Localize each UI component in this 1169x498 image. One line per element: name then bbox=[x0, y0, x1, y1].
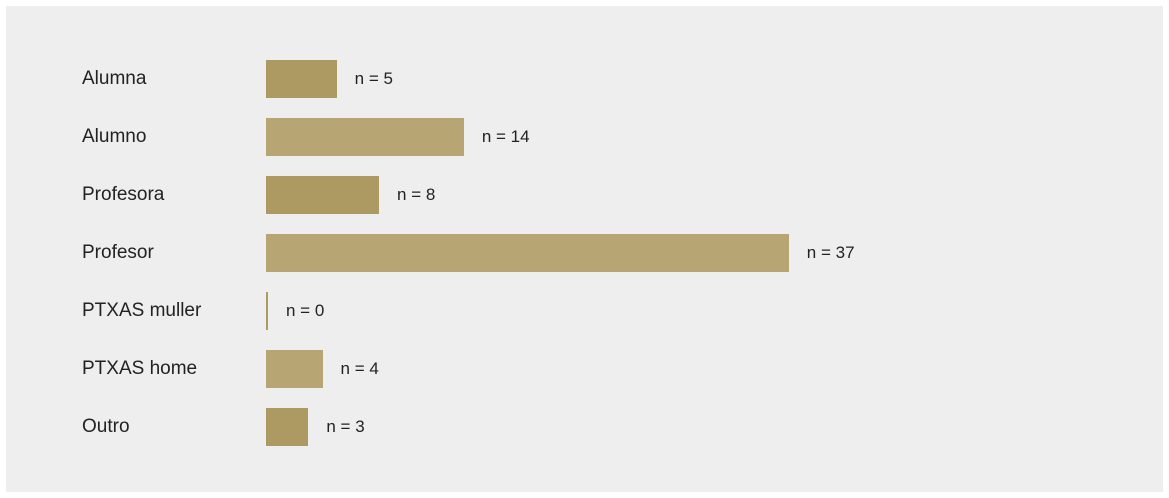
value-label: n = 4 bbox=[340, 359, 379, 378]
value-label: n = 0 bbox=[286, 301, 325, 320]
value-label: n = 3 bbox=[326, 417, 365, 436]
bar bbox=[266, 60, 337, 98]
value-label: n = 14 bbox=[481, 127, 530, 146]
bar bbox=[266, 234, 789, 272]
category-label: Outro bbox=[82, 416, 130, 437]
category-label: PTXAS muller bbox=[82, 300, 202, 321]
bar bbox=[266, 350, 323, 388]
bar bbox=[266, 292, 268, 330]
category-label: Alumno bbox=[82, 126, 147, 147]
bar bbox=[266, 408, 309, 446]
category-label: PTXAS home bbox=[82, 358, 198, 379]
bar bbox=[266, 176, 380, 214]
value-label: n = 5 bbox=[354, 69, 393, 88]
category-label: Profesor bbox=[82, 242, 154, 263]
bar bbox=[266, 118, 464, 156]
category-label: Alumna bbox=[82, 68, 147, 89]
category-label: Profesora bbox=[82, 184, 165, 205]
value-label: n = 37 bbox=[806, 243, 855, 262]
value-label: n = 8 bbox=[397, 185, 436, 204]
